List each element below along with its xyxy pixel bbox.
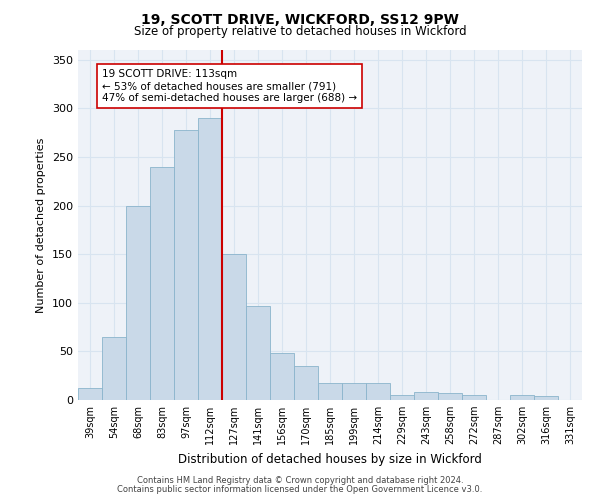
X-axis label: Distribution of detached houses by size in Wickford: Distribution of detached houses by size … [178,452,482,466]
Bar [342,382,366,400]
Bar [150,166,174,400]
Text: Contains public sector information licensed under the Open Government Licence v3: Contains public sector information licen… [118,484,482,494]
Bar [126,206,150,400]
Bar [270,354,294,400]
Text: Size of property relative to detached houses in Wickford: Size of property relative to detached ho… [134,25,466,38]
Bar [510,395,534,400]
Bar [366,382,390,400]
Text: 19, SCOTT DRIVE, WICKFORD, SS12 9PW: 19, SCOTT DRIVE, WICKFORD, SS12 9PW [141,12,459,26]
Bar [78,388,102,400]
Y-axis label: Number of detached properties: Number of detached properties [37,138,46,312]
Bar [174,130,198,400]
Bar [318,382,342,400]
Bar [534,396,558,400]
Bar [246,306,270,400]
Bar [438,393,462,400]
Text: 19 SCOTT DRIVE: 113sqm
← 53% of detached houses are smaller (791)
47% of semi-de: 19 SCOTT DRIVE: 113sqm ← 53% of detached… [102,70,357,102]
Bar [462,395,486,400]
Bar [198,118,222,400]
Bar [102,337,126,400]
Bar [390,395,414,400]
Bar [294,366,318,400]
Bar [222,254,246,400]
Bar [414,392,438,400]
Text: Contains HM Land Registry data © Crown copyright and database right 2024.: Contains HM Land Registry data © Crown c… [137,476,463,485]
